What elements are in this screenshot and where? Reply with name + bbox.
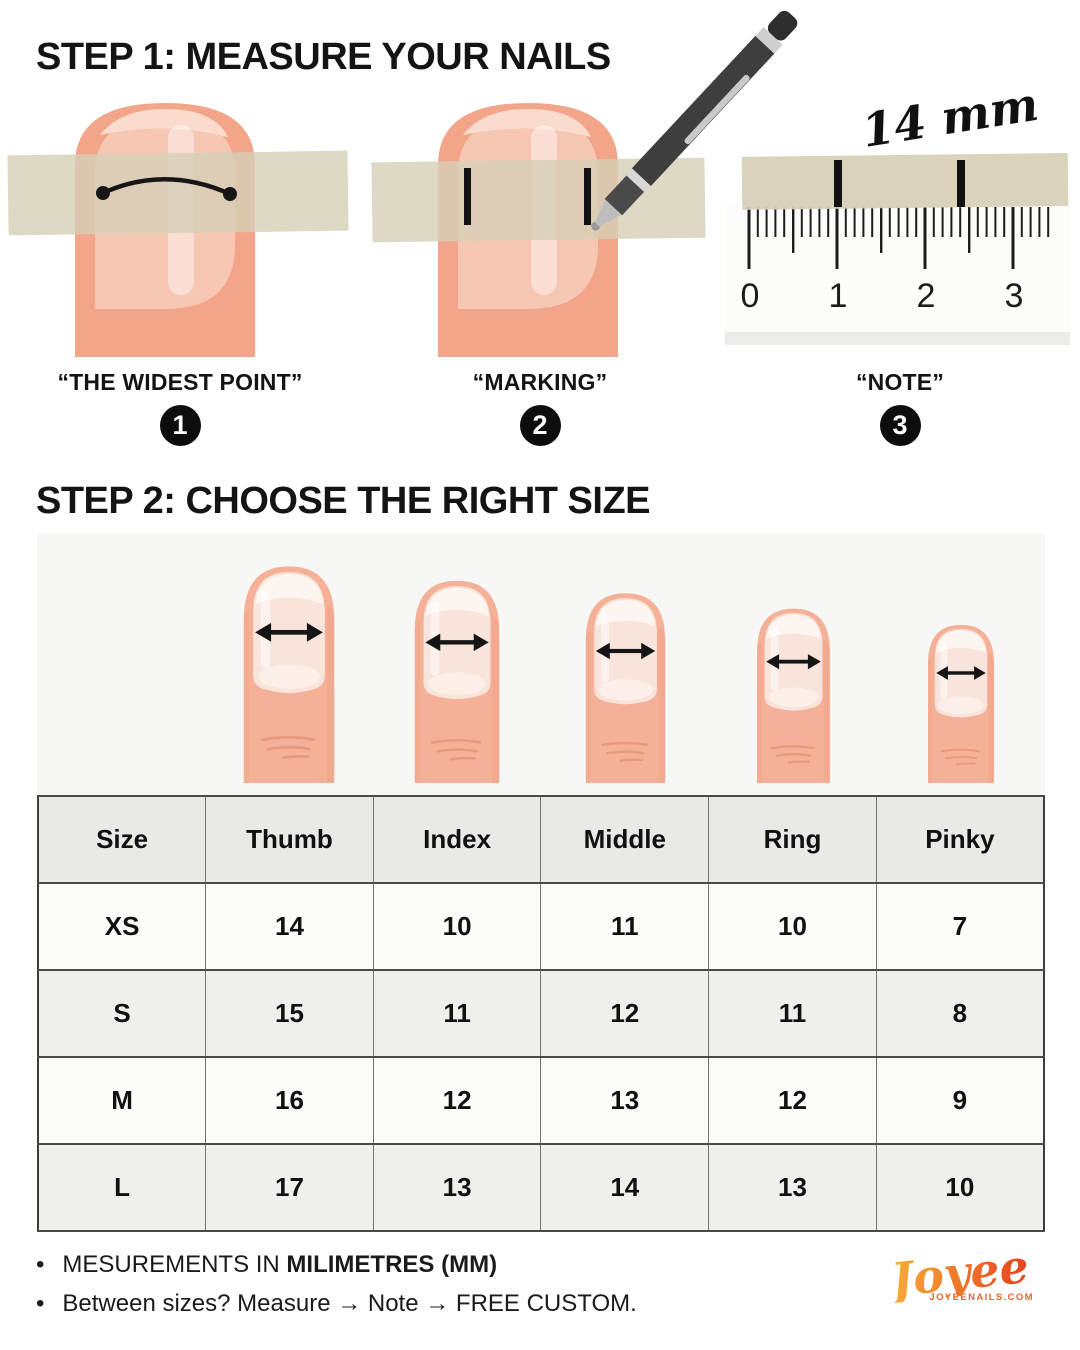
table-row-m: M 16 12 13 12 9 xyxy=(37,1056,1045,1145)
figure1-caption: “THE WIDEST POINT” xyxy=(57,369,303,395)
size-panel xyxy=(37,533,1045,795)
measure-arc-icon xyxy=(96,177,237,201)
cell-value: 14 xyxy=(205,882,374,971)
step1-title: STEP 1: MEASURE YOUR NAILS xyxy=(36,36,611,78)
bullet-icon: • xyxy=(36,1290,45,1317)
header-thumb: Thumb xyxy=(205,795,374,884)
cell-value: 11 xyxy=(372,969,542,1058)
note1-text: MESUREMENTS IN MILIMETRES (MM) xyxy=(62,1251,498,1278)
cell-value: 11 xyxy=(708,969,877,1058)
figure1-badge: 1 xyxy=(159,405,201,446)
logo-wordmark: Joyee xyxy=(888,1238,1032,1308)
logo-domain: JOYEENAILS.COM xyxy=(929,1292,1034,1303)
cell-value: 11 xyxy=(540,882,710,971)
cell-value: 17 xyxy=(205,1143,374,1232)
finger-size-row xyxy=(205,557,1045,783)
cell-value: 16 xyxy=(205,1056,374,1145)
measurement-label: 14 mm xyxy=(858,77,1042,158)
ruler-label-3: 3 xyxy=(1005,277,1024,315)
middle-finger-illustration xyxy=(541,585,709,783)
ruler-label-1: 1 xyxy=(829,277,848,315)
pinky-finger-illustration xyxy=(877,618,1045,783)
figure3-badge: 3 xyxy=(879,405,921,446)
cell-value: 13 xyxy=(708,1143,877,1232)
cell-size: XS xyxy=(37,882,207,971)
cell-value: 9 xyxy=(875,1056,1045,1145)
table-header-row: Size Thumb Index Middle Ring Pinky xyxy=(37,795,1045,884)
cell-value: 8 xyxy=(875,969,1045,1058)
step2-title: STEP 2: CHOOSE THE RIGHT SIZE xyxy=(36,480,651,522)
cell-value: 10 xyxy=(875,1143,1045,1232)
cell-value: 12 xyxy=(540,969,710,1058)
size-table: Size Thumb Index Middle Ring Pinky XS 14… xyxy=(37,795,1045,1232)
pen-icon xyxy=(591,10,798,231)
header-middle: Middle xyxy=(540,795,710,884)
ruler-label-2: 2 xyxy=(917,277,936,315)
ruler-label-0: 0 xyxy=(741,277,760,315)
index-finger-illustration xyxy=(373,572,541,783)
cell-value: 10 xyxy=(372,882,542,971)
cell-size: L xyxy=(37,1143,207,1232)
thumb-finger-illustration xyxy=(205,557,373,783)
cell-value: 13 xyxy=(372,1143,542,1232)
cell-size: M xyxy=(37,1056,207,1145)
cell-value: 7 xyxy=(875,882,1045,971)
cell-value: 10 xyxy=(708,882,877,971)
step1-figures: “THE WIDEST POINT” 1 xyxy=(0,10,1080,455)
footnotes: • MESUREMENTS IN MILIMETRES (MM) • Betwe… xyxy=(36,1251,637,1329)
figure2-caption: “MARKING” xyxy=(472,369,608,395)
ruler-illustration: 14 mm 0 1 2 3 xyxy=(725,77,1070,345)
header-pinky: Pinky xyxy=(875,795,1045,884)
tape-icon xyxy=(7,150,349,236)
figure-widest-point: “THE WIDEST POINT” 1 xyxy=(0,95,360,455)
marking-illustration xyxy=(371,10,798,357)
cell-value: 15 xyxy=(205,969,374,1058)
table-row-s: S 15 11 12 11 8 xyxy=(37,969,1045,1058)
tape-marks-icon xyxy=(834,160,965,207)
tape-marks-icon xyxy=(464,168,591,225)
bullet-icon: • xyxy=(36,1251,45,1278)
figure-note: 14 mm 0 1 2 3 xyxy=(720,77,1080,455)
note-measurements: • MESUREMENTS IN MILIMETRES (MM) xyxy=(36,1251,637,1279)
tape-icon xyxy=(371,157,706,243)
tape-icon xyxy=(741,152,1069,210)
brand-logo: Joyee JOYEENAILS.COM xyxy=(880,1239,1040,1307)
note2-text: Between sizes? Measure → Note → FREE CUS… xyxy=(62,1290,637,1317)
cell-value: 12 xyxy=(708,1056,877,1145)
header-index: Index xyxy=(372,795,542,884)
note-between-sizes: • Between sizes? Measure → Note → FREE C… xyxy=(36,1290,637,1318)
figure2-badge: 2 xyxy=(519,405,561,446)
header-size: Size xyxy=(37,795,207,884)
table-row-l: L 17 13 14 13 10 xyxy=(37,1143,1045,1232)
ring-finger-illustration xyxy=(709,601,877,783)
table-row-xs: XS 14 10 11 10 7 xyxy=(37,882,1045,971)
cell-value: 13 xyxy=(540,1056,710,1145)
header-ring: Ring xyxy=(708,795,877,884)
cell-value: 12 xyxy=(372,1056,542,1145)
figure3-caption: “NOTE” xyxy=(855,369,945,395)
cell-size: S xyxy=(37,969,207,1058)
ruler-icon: 0 1 2 3 xyxy=(725,205,1070,345)
cell-value: 14 xyxy=(540,1143,710,1232)
figure-marking: “MARKING” 2 xyxy=(360,10,798,455)
widest-point-illustration xyxy=(7,103,349,357)
